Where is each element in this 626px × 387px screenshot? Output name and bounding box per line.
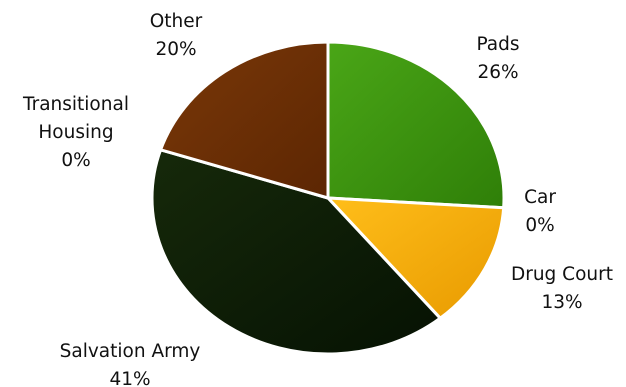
- label-drug-court-line-0: Drug Court: [511, 264, 613, 285]
- label-transitional-housing-line-0: Transitional: [22, 94, 129, 115]
- label-other: Other 20%: [150, 11, 203, 60]
- label-transitional-housing: Transitional Housing 0%: [22, 94, 129, 171]
- label-transitional-housing-line-2: 0%: [61, 150, 90, 171]
- label-car-line-1: 0%: [525, 215, 554, 236]
- label-other-line-0: Other: [150, 11, 203, 32]
- label-drug-court: Drug Court 13%: [511, 264, 613, 313]
- slice-pads: [326, 40, 506, 210]
- label-car-line-0: Car: [524, 187, 556, 208]
- pie-slices: [150, 40, 506, 356]
- slice-salvation-army: [150, 148, 442, 356]
- pie-labels: Pads 26% Car 0% Drug Court 13% Salvation Army 4…: [22, 11, 613, 387]
- label-pads-line-1: 26%: [477, 62, 518, 83]
- label-transitional-housing-line-1: Housing: [38, 122, 113, 143]
- label-drug-court-line-1: 13%: [541, 292, 582, 313]
- label-other-line-1: 20%: [155, 39, 196, 60]
- label-salvation-army-line-0: Salvation Army: [60, 341, 201, 362]
- slice-other: [159, 40, 330, 200]
- label-pads-line-0: Pads: [476, 34, 519, 55]
- label-salvation-army: Salvation Army 41%: [60, 341, 201, 387]
- label-car: Car 0%: [524, 187, 556, 236]
- label-pads: Pads 26%: [476, 34, 519, 83]
- label-salvation-army-line-1: 41%: [109, 369, 150, 387]
- slice-drug-court: [326, 196, 506, 320]
